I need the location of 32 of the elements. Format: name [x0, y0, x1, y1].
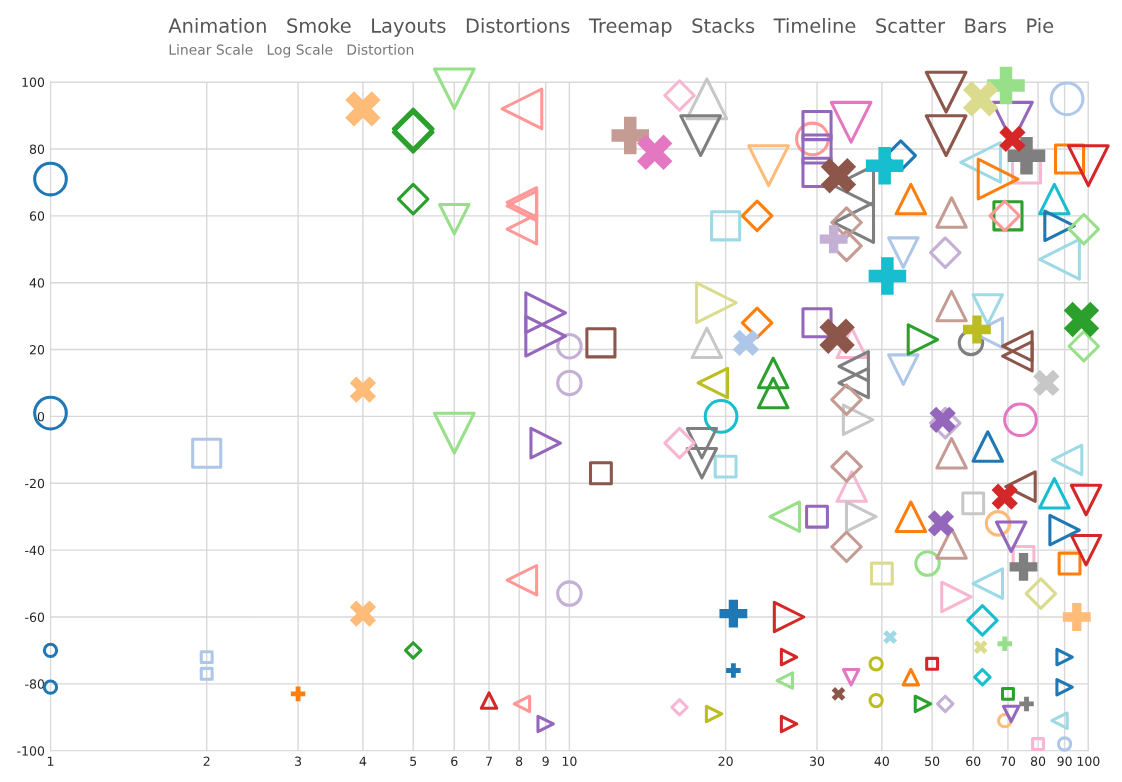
y-tick-label: -80 — [25, 679, 45, 689]
x-tick-label: 20 — [718, 756, 733, 766]
y-tick-label: 0 — [37, 411, 45, 422]
x-tick-label: 1 — [47, 756, 54, 766]
x-tick-label: 6 — [451, 756, 458, 766]
y-tick-label: 60 — [29, 211, 45, 221]
x-tick-label: 3 — [295, 756, 302, 766]
x-tick-label: 40 — [874, 756, 889, 766]
y-tick-label: -60 — [25, 612, 45, 622]
x-tick-label: 50 — [925, 756, 940, 766]
x-tick-label: 8 — [516, 756, 523, 766]
x-tick-label: 7 — [486, 756, 492, 766]
x-tick-label: 10 — [562, 756, 577, 766]
y-tick-label: 80 — [29, 144, 45, 154]
y-tick-label: 100 — [22, 77, 45, 88]
y-tick-label: 20 — [29, 345, 45, 355]
x-tick-label: 100 — [1077, 756, 1100, 766]
x-tick-label: 70 — [1001, 756, 1016, 766]
x-tick-label: 4 — [359, 756, 367, 766]
x-tick-label: 30 — [810, 756, 825, 766]
x-tick-label: 9 — [542, 756, 549, 766]
y-tick-label: -100 — [17, 746, 45, 756]
x-tick-label: 60 — [966, 756, 981, 766]
x-tick-label: 2 — [203, 756, 210, 766]
x-tick-label: 90 — [1057, 756, 1072, 766]
text: Linear Scale Log Scale Distortion — [169, 44, 414, 58]
y-tick-label: 40 — [29, 278, 45, 288]
x-tick-label: 80 — [1030, 756, 1046, 766]
x-tick-label: 5 — [410, 756, 417, 766]
text: Animation Smoke Layouts Distortions Treemap Stacks Timeline Scatter Bars Pie — [168, 17, 1054, 37]
y-tick-label: -40 — [25, 545, 45, 556]
y-tick-label: -20 — [25, 478, 45, 489]
